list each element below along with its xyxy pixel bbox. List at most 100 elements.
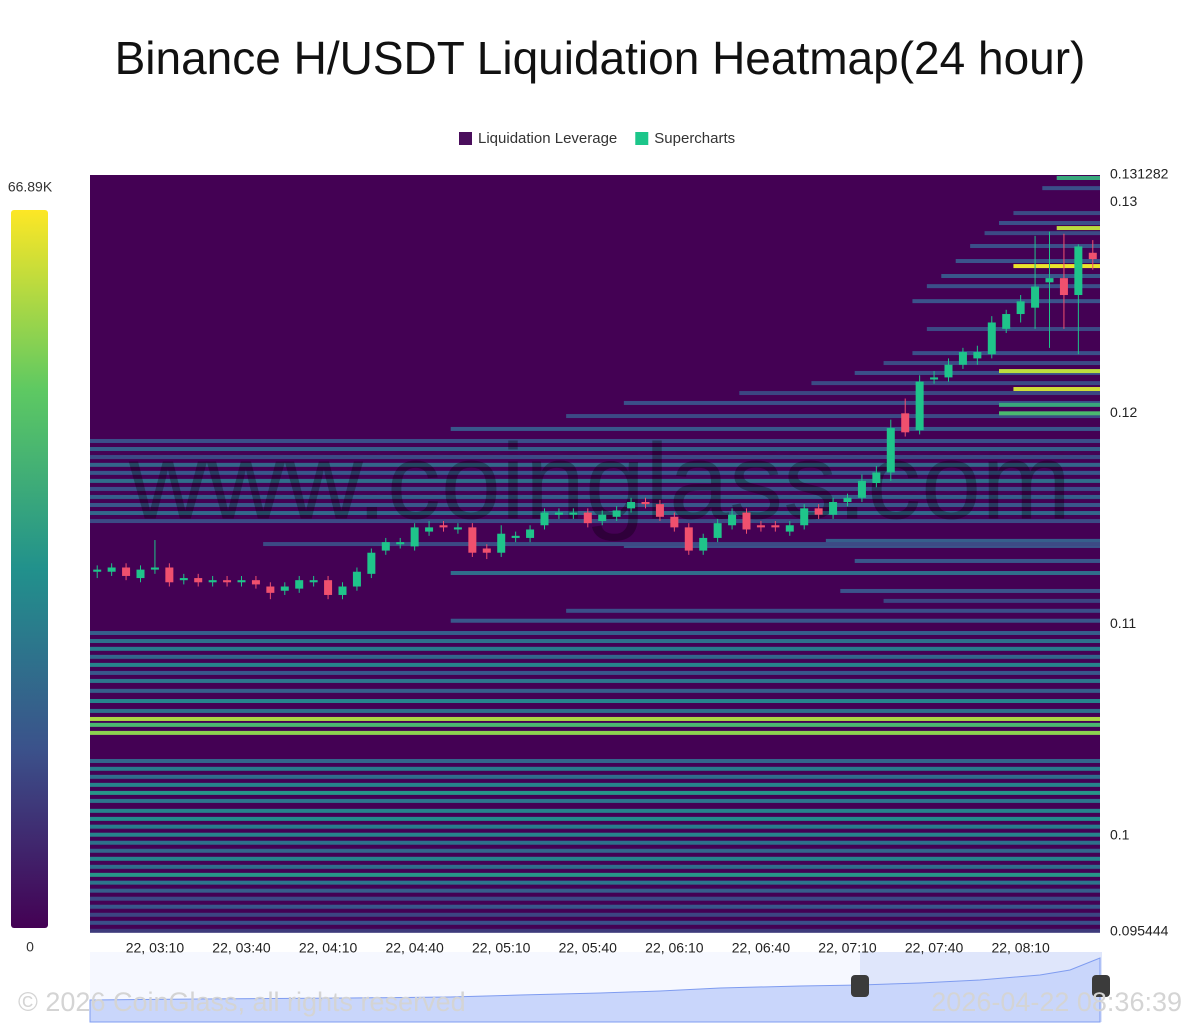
heat-band [566, 608, 1100, 613]
heat-band [825, 538, 1100, 543]
heat-band [854, 370, 1100, 375]
heat-band [90, 880, 1100, 885]
heat-band [883, 598, 1100, 603]
heat-band [90, 494, 1100, 499]
x-tick-label: 22, 04:40 [385, 940, 444, 956]
candle-body [1045, 278, 1054, 283]
heat-band [926, 327, 1100, 332]
candle-body [612, 510, 621, 517]
candle-body [771, 525, 780, 528]
candle-body [857, 480, 866, 498]
candle-body [1074, 246, 1083, 296]
heat-band [854, 558, 1100, 563]
heat-band [90, 455, 1100, 460]
heat-band [999, 369, 1100, 374]
heat-band [90, 824, 1100, 829]
candle-body [468, 527, 477, 553]
x-tick-label: 22, 06:40 [732, 940, 791, 956]
x-tick-label: 22, 04:10 [299, 940, 358, 956]
heat-band [90, 678, 1100, 683]
heat-band [811, 381, 1100, 386]
candle-body [756, 525, 765, 528]
heat-band [90, 511, 1100, 516]
candle-body [107, 567, 116, 572]
candle-body [352, 571, 361, 587]
navigator-handle[interactable] [851, 975, 869, 997]
candle-body [1002, 314, 1011, 329]
candle-body [165, 567, 174, 583]
heat-band [90, 486, 1100, 491]
candle-body [237, 580, 246, 583]
candle-body [179, 578, 188, 581]
heat-band [1056, 175, 1100, 180]
heat-band [1013, 387, 1100, 392]
candle-body [583, 512, 592, 524]
y-tick-label: 0.13 [1110, 193, 1137, 209]
heat-band [90, 766, 1100, 771]
heat-band [90, 722, 1100, 727]
heat-band [955, 259, 1100, 264]
heat-band [90, 699, 1100, 704]
candle-body [1031, 286, 1040, 308]
candle-body [251, 580, 260, 585]
heat-band [90, 848, 1100, 853]
candle-body [280, 586, 289, 591]
candle-body [194, 578, 203, 583]
heat-band [90, 662, 1100, 667]
y-tick-label: 0.095444 [1110, 923, 1169, 939]
candle-body [208, 580, 217, 583]
heat-band [90, 708, 1100, 713]
candle-body [150, 567, 159, 570]
candle-body [338, 586, 347, 595]
legend-label: Liquidation Leverage [478, 130, 617, 147]
chart-title: Binance H/USDT Liquidation Heatmap(24 ho… [115, 32, 1086, 84]
heat-band [90, 888, 1100, 893]
heat-band [90, 790, 1100, 795]
x-tick-label: 22, 03:10 [126, 940, 185, 956]
heat-band [926, 284, 1100, 289]
heat-band [1056, 226, 1100, 231]
heat-band [1013, 211, 1100, 216]
heat-band [90, 872, 1100, 877]
candle-body [453, 527, 462, 530]
candle-body [439, 525, 448, 528]
heat-band [90, 519, 1100, 524]
candle-body [699, 537, 708, 551]
candle-body [872, 472, 881, 484]
heat-band [999, 402, 1100, 407]
heat-band [450, 570, 1100, 575]
candle-body [122, 567, 131, 576]
candle-body [930, 377, 939, 380]
candle-body [396, 542, 405, 545]
candles [93, 231, 1097, 600]
heat-band [90, 447, 1100, 452]
candle-body [425, 527, 434, 532]
heat-band [90, 832, 1100, 837]
x-tick-label: 22, 07:10 [818, 940, 877, 956]
heat-band [90, 670, 1100, 675]
heat-band [623, 400, 1100, 405]
candle-body [713, 523, 722, 538]
candle-body [1088, 252, 1097, 260]
heat-band [90, 646, 1100, 651]
navigator-handle[interactable] [1092, 975, 1110, 997]
candle-body [886, 428, 895, 473]
candle-body [1059, 278, 1068, 296]
heat-band [90, 856, 1100, 861]
y-tick-label: 0.1 [1110, 826, 1130, 842]
candle-body [944, 364, 953, 378]
heat-band [883, 361, 1100, 366]
candle-body [973, 352, 982, 359]
candle-body [627, 502, 636, 509]
heat-band [999, 220, 1100, 225]
legend-swatch [635, 132, 649, 145]
candle-body [482, 548, 491, 553]
heat-band [90, 920, 1100, 925]
heat-band [941, 274, 1100, 279]
heat-band [566, 414, 1100, 419]
y-tick-label: 0.12 [1110, 404, 1137, 420]
x-tick-label: 22, 08:10 [991, 940, 1050, 956]
candle-body [381, 542, 390, 551]
